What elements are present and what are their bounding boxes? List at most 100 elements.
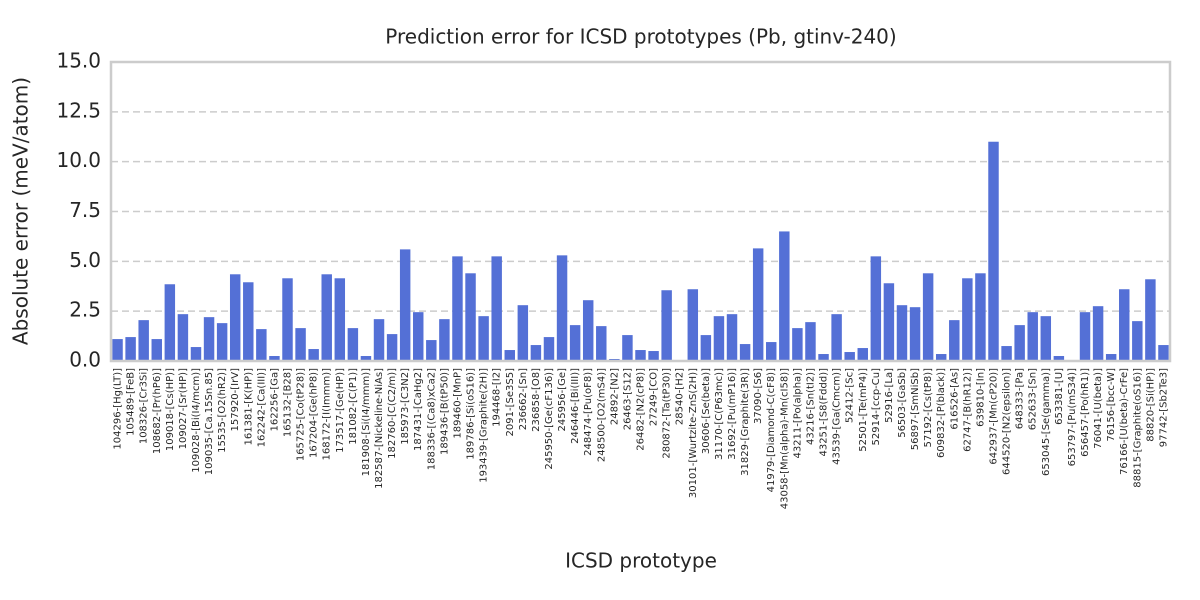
x-tick-label: 185973-[C3N2]	[400, 368, 411, 445]
x-tick-label: 76156-[bcc-W]	[1106, 368, 1117, 442]
bar	[1014, 325, 1025, 361]
bar	[190, 347, 202, 361]
plot-frame	[109, 60, 1172, 363]
x-tick-label: 245956-[Ge]	[557, 368, 568, 432]
x-tick-label: 188336-[(Ca8)xCa2]	[426, 368, 437, 470]
y-tick-label: 12.5	[56, 98, 101, 122]
bar	[177, 314, 189, 361]
y-tick-label: 7.5	[69, 198, 101, 222]
x-tick-label: 653045-[Se(gamma)]	[1041, 368, 1052, 476]
x-tick-label: 194468-[I2]	[492, 368, 503, 427]
x-tick-label: 30101-[Wurtzite-ZnS(2H)]	[688, 368, 699, 498]
x-tick-label: 52501-[Te(mP4)]	[858, 368, 869, 452]
x-tick-label: 97742-[Sb2Te3]	[1158, 368, 1169, 447]
y-tick-label: 10.0	[56, 148, 101, 172]
bar	[569, 325, 581, 361]
bar	[726, 314, 738, 361]
x-tick-label: 24892-[N2]	[609, 368, 620, 425]
x-tick-label: 15535-[O2(hR2)]	[217, 368, 228, 453]
bar	[635, 350, 646, 361]
x-tick-label: 108326-[Cr3Si]	[139, 368, 150, 444]
x-tick-label: 62747-[B(hR12)]	[962, 368, 973, 452]
bar	[1158, 345, 1169, 361]
bar	[530, 345, 542, 361]
bar	[831, 314, 842, 361]
x-tick-label: 189460-[MnP]	[452, 368, 463, 439]
x-tick-label: 236662-[Sn]	[518, 368, 529, 430]
x-tick-label: 157920-[IrV]	[230, 368, 241, 432]
bar	[491, 256, 502, 361]
x-tick-label: 56897-[SmNiSb]	[910, 368, 921, 450]
bar	[1001, 346, 1012, 361]
bar	[151, 339, 162, 361]
x-tick-label: 43216-[Sn(tI2)]	[805, 368, 816, 445]
bar	[988, 141, 999, 361]
bar	[752, 248, 764, 361]
bar	[334, 278, 346, 361]
x-tick-label: 193439-[Graphite(2H)]	[479, 368, 490, 483]
bar	[713, 316, 725, 361]
bar	[805, 322, 816, 361]
bar	[870, 256, 882, 361]
bar	[478, 316, 489, 361]
bar	[164, 284, 176, 361]
x-tick-label: 109035-[Ca.15Sn.85]	[204, 368, 215, 475]
x-tick-label: 28540-[H2]	[675, 368, 686, 425]
bar	[648, 351, 659, 361]
bar	[962, 278, 973, 361]
bar	[543, 337, 555, 361]
bar	[517, 305, 529, 361]
x-tick-label: 26463-[S12]	[622, 368, 633, 430]
x-tick-label: 43211-[Po(alpha)]	[792, 368, 803, 459]
bar	[1092, 306, 1104, 361]
bar	[1105, 354, 1117, 361]
bar	[779, 231, 790, 361]
x-tick-label: 57192-[Cs(tP8)]	[923, 368, 934, 448]
bar	[975, 273, 986, 361]
x-tick-label: 167204-[Ge(hP8)]	[309, 368, 320, 458]
x-tick-label: 181908-[Si(I4/mmm)]	[361, 368, 372, 477]
bar	[582, 300, 594, 361]
x-tick-label: 162256-[Ga]	[269, 368, 280, 432]
x-axis-label: ICSD prototype	[565, 549, 717, 573]
bar	[360, 356, 372, 361]
x-tick-label: 76041-[U(beta)]	[1093, 368, 1104, 449]
x-tick-label: 168172-[I(Immm)]	[322, 368, 333, 461]
y-tick-label: 15.0	[56, 49, 101, 73]
x-tick-label: 43539-[Ga(Cmcm)]	[832, 368, 843, 465]
x-tick-label: 653381-[U]	[1054, 368, 1065, 425]
bar	[256, 329, 267, 361]
chart-title: Prediction error for ICSD prototypes (Pb…	[385, 25, 896, 49]
bar	[1079, 312, 1091, 361]
x-tick-label: 248474-[Pu(oF8)]	[583, 368, 594, 456]
bar	[661, 290, 672, 361]
x-tick-label: 105489-[FeB]	[126, 368, 137, 436]
bar	[373, 319, 385, 361]
x-tick-label: 165132-[B28]	[283, 368, 294, 437]
x-tick-label: 182587-[Nickeline-NiAs]	[374, 368, 385, 489]
bar	[766, 342, 777, 361]
x-tick-label: 31692-[Pu(mP16)]	[727, 368, 738, 460]
bar	[1053, 356, 1065, 361]
bar	[112, 339, 123, 361]
x-tick-label: 648333-[Pa]	[1015, 368, 1026, 429]
bar	[739, 344, 751, 361]
bar	[243, 282, 254, 361]
x-tick-label: 639810-[In]	[975, 368, 986, 427]
x-tick-label: 245950-[Ge(cF136)]	[544, 368, 555, 470]
bar	[399, 249, 411, 361]
x-tick-label: 108682-[Pr(hP6)]	[152, 368, 163, 454]
x-tick-label: 173517-[Ge(HP)]	[335, 368, 346, 453]
bar	[700, 335, 712, 361]
bar	[622, 335, 633, 361]
x-tick-label: 43058-[Mn(alpha)-Mn(cI58)]	[779, 368, 790, 509]
x-tick-label: 2091-[Se3S5]	[505, 368, 516, 437]
bar	[935, 354, 947, 361]
bar	[896, 305, 908, 361]
x-tick-label: 182760-[C(C2/m)]	[387, 368, 398, 459]
x-tick-label: 609832-[P(black)]	[936, 368, 947, 458]
x-tick-label: 104296-[Hg(LT)]	[113, 368, 124, 450]
bar	[347, 328, 359, 361]
bar	[1119, 289, 1130, 361]
